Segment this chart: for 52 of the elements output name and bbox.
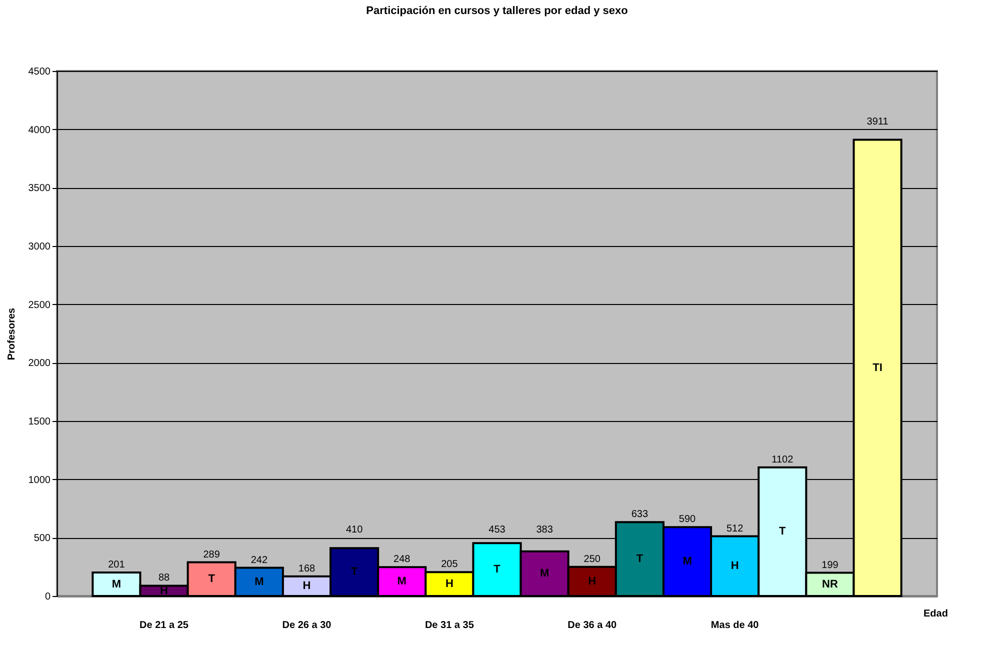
data-label: 205 [441,559,458,570]
x-tick-label: M [540,568,550,580]
data-label: 242 [250,554,268,566]
y-tick-label: 3000 [28,242,51,252]
y-tick-label: 1500 [28,416,51,428]
x-tick-label: T [636,553,644,566]
x-tick-label: T [494,564,501,576]
data-label: 453 [488,524,506,536]
y-tick-label: 500 [34,533,51,544]
data-label: 168 [298,563,316,574]
x-tick-label: T [779,526,786,538]
data-label: 201 [108,560,126,571]
y-tick-label: 4000 [28,124,51,136]
data-label: 250 [584,554,601,565]
data-label: 248 [394,554,411,566]
x-tick-label: H [588,575,596,588]
data-label: 410 [346,524,364,536]
y-tick-label: 4500 [28,66,51,78]
x-tick-label: M [112,578,122,590]
data-label: 512 [726,523,744,534]
y-tick-label: 3500 [28,183,51,194]
data-label: 88 [158,572,170,584]
x-tick-label: H [160,584,168,597]
data-label: 3911 [866,116,889,128]
x-tick-label: M [254,576,264,588]
x-axis-title: Edad [924,608,948,620]
y-tick-label: 1000 [28,474,51,486]
data-label: 199 [822,560,839,571]
data-label: 1102 [772,454,794,466]
data-label: 289 [203,549,220,560]
y-tick-label: 2000 [28,358,51,370]
text: De 26 a 30 [282,620,332,631]
text: De 36 a 40 [568,620,618,631]
x-tick-label: NR [822,578,838,590]
x-tick-label: M [682,556,692,568]
y-axis-title: Profesores [6,307,18,360]
data-label: 590 [678,514,696,526]
y-tick-label: 2500 [28,300,51,311]
x-tick-label: T [208,573,216,586]
data-label: 633 [631,509,648,520]
text: De 21 a 25 [140,620,189,631]
x-tick-label: H [730,560,739,572]
x-tick-label: T [350,566,358,578]
x-tick-label: H [445,578,454,590]
x-tick-label: H [302,580,311,592]
x-tick-label: M [397,576,406,588]
chart-title: Participación en cursos y talleres por edad y sexo [366,5,628,17]
text: De 31 a 35 [424,620,474,631]
y-tick-label: 0 [44,592,51,602]
data-label: 383 [536,524,554,536]
text: Mas de 40 [710,620,760,631]
x-tick-label: TI [872,362,882,374]
